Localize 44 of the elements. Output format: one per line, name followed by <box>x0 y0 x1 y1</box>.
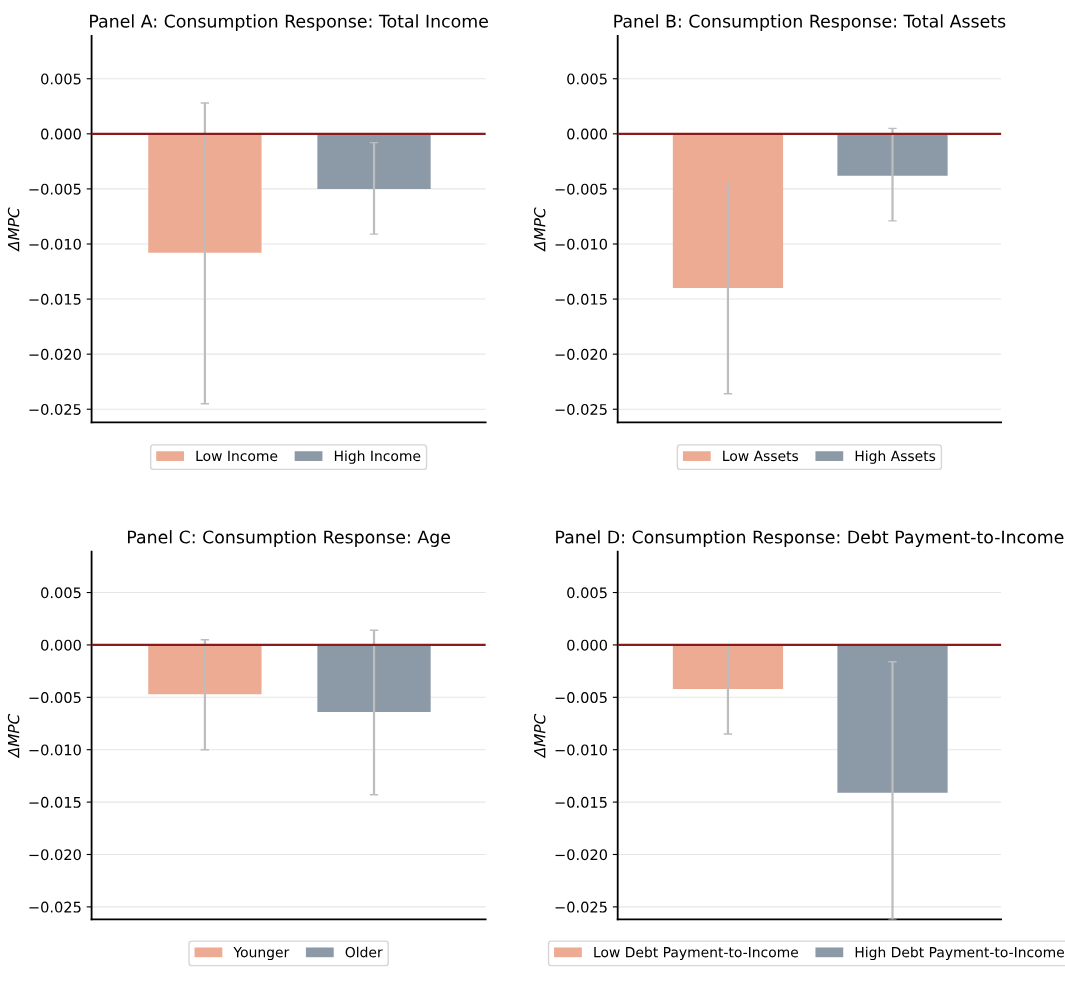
legend-label: Low Assets <box>723 450 799 462</box>
y-tick-label: 0.000 <box>567 639 608 651</box>
y-tick-label: −0.015 <box>29 796 81 808</box>
y-tick-label: −0.020 <box>555 348 608 360</box>
y-tick-label: 0.000 <box>41 639 81 651</box>
y-tick-label: −0.005 <box>29 692 81 704</box>
legend-label: Younger <box>233 947 290 961</box>
y-tick-label: −0.020 <box>555 849 608 861</box>
y-tick-label: 0.005 <box>41 73 81 85</box>
y-tick-label: 0.000 <box>567 128 608 140</box>
y-tick-label: −0.005 <box>555 183 607 195</box>
y-axis-title: ΔMPC <box>7 713 20 759</box>
y-tick-label: −0.015 <box>555 796 607 808</box>
legend-label: High Debt Payment-to-Income <box>855 946 1064 961</box>
y-tick-label: 0.005 <box>41 587 81 599</box>
chart-title: Panel D: Consumption Response: Debt Payment-to-Income <box>556 530 1064 547</box>
y-tick-label: −0.010 <box>555 238 608 250</box>
legend-label: Low Debt Payment-to-Income <box>594 946 799 961</box>
y-tick-label: −0.025 <box>29 403 81 415</box>
y-tick-label: 0.005 <box>567 587 607 599</box>
y-tick-label: −0.025 <box>29 901 81 913</box>
y-tick-label: −0.005 <box>555 692 607 704</box>
y-tick-label: −0.020 <box>29 849 81 861</box>
y-tick-label: −0.015 <box>555 293 607 305</box>
y-axis-title: ΔMPC <box>533 207 546 252</box>
chart-title: Panel C: Consumption Response: Age <box>127 530 451 547</box>
y-tick-label: 0.005 <box>567 73 607 85</box>
y-axis-title: ΔMPC <box>533 713 546 759</box>
legend-label: Older <box>345 946 383 958</box>
legend-label: High Income <box>334 450 421 464</box>
y-tick-label: −0.025 <box>555 403 607 415</box>
legend-label: Low Income <box>196 450 278 462</box>
chart-title: Panel A: Consumption Response: Total Income <box>90 14 488 32</box>
y-tick-label: −0.010 <box>29 238 81 250</box>
legend-label: High Assets <box>855 450 936 464</box>
y-tick-label: −0.005 <box>29 183 81 195</box>
y-axis-title: ΔMPC <box>7 207 20 252</box>
y-tick-label: −0.025 <box>555 901 607 913</box>
y-tick-label: −0.010 <box>555 744 608 756</box>
y-tick-label: −0.020 <box>29 348 81 360</box>
y-tick-label: −0.015 <box>29 293 81 305</box>
chart-title: Panel B: Consumption Response: Total Assets <box>614 14 1006 32</box>
y-tick-label: 0.000 <box>41 128 81 140</box>
y-tick-label: −0.010 <box>29 744 81 756</box>
